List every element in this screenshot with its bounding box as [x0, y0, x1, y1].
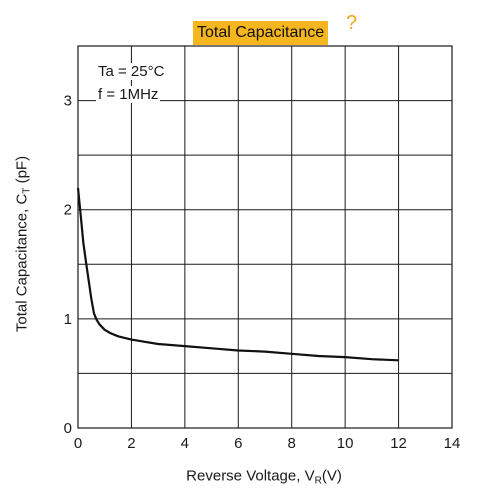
x-tick-label: 10 [337, 435, 354, 452]
y-tick-label: 3 [64, 93, 72, 110]
y-axis-label-subscript: T [21, 187, 33, 194]
y-axis-label: Total Capacitance, CT (pF) [13, 155, 33, 333]
y-axis: 0 1 2 3 [64, 93, 72, 437]
help-icon[interactable]: ? [346, 12, 358, 34]
x-tick-label: 4 [181, 435, 189, 452]
x-tick-label: 2 [127, 435, 135, 452]
annotation-temperature: Ta = 25°C [96, 63, 167, 80]
x-tick-label: 8 [288, 435, 296, 452]
x-tick-label: 12 [390, 435, 407, 452]
y-tick-label: 2 [64, 202, 72, 219]
plot-border [77, 45, 453, 429]
x-axis-label: Reverse Voltage, VR(V) [186, 467, 342, 487]
y-axis-label-text: Total Capacitance, C [13, 193, 31, 333]
y-tick-label: 1 [64, 311, 72, 328]
x-axis-label-text: Reverse Voltage, V [186, 467, 315, 485]
grid-lines [78, 46, 452, 428]
plot-frame [77, 45, 453, 429]
y-tick-label: 0 [64, 420, 72, 437]
x-tick-label: 6 [234, 435, 242, 452]
x-tick-label: 0 [74, 435, 82, 452]
x-axis-label-unit: (V) [321, 467, 342, 485]
capacitance-curve [76, 187, 399, 362]
chart-title: Total Capacitance [193, 21, 329, 45]
x-axis: 0 2 4 6 8 10 12 14 [74, 435, 461, 452]
x-axis-label-subscript: R [314, 475, 322, 487]
annotation-frequency: f = 1MHz [96, 86, 161, 103]
x-tick-label: 14 [444, 435, 461, 452]
y-axis-label-unit: (pF) [13, 155, 31, 188]
data-series [76, 187, 399, 362]
